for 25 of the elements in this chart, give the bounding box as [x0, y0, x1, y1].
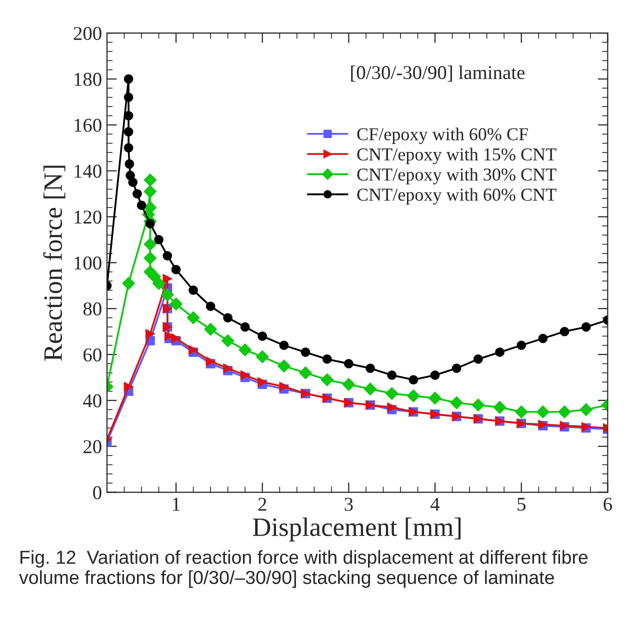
y-tick-label: 20: [84, 440, 102, 454]
legend-label: CNT/epoxy with 15% CNT: [357, 148, 556, 164]
y-tick-label: 0: [93, 486, 102, 500]
y-tick-label: 180: [74, 72, 102, 86]
legend-label: CNT/epoxy with 30% CNT: [357, 168, 556, 184]
x-tick-label: 2: [258, 498, 266, 511]
x-tick-label: 5: [518, 498, 526, 511]
y-tick-label: 80: [83, 302, 102, 316]
caption: Fig. 12 Variation of reaction force with displacement at different fibre volume fractions for [0/30/–30/90] stacking sequence of laminate: [19, 550, 588, 588]
annotation: [0/30/-30/90] laminate: [351, 66, 525, 82]
y-tick-label: 60: [84, 348, 102, 362]
x-tick-label: 4: [430, 498, 440, 511]
x-tick-label: 1: [172, 498, 180, 511]
y-tick-label: 120: [74, 210, 102, 224]
y-tick-label: 160: [74, 118, 102, 132]
y-tick-label: 100: [74, 256, 102, 270]
legend-label: CNT/epoxy with 60% CNT: [357, 188, 556, 205]
y-tick-label: 140: [74, 164, 102, 178]
y-tick-label: 40: [83, 394, 102, 408]
x-tick-label: 6: [604, 498, 612, 511]
legend-label: CF/epoxy with 60% CF: [357, 128, 528, 144]
x-axis-title: Displacement [mm]: [252, 518, 461, 542]
y-axis-title: Reaction force [N]: [43, 166, 66, 361]
y-tick-label: 200: [74, 26, 102, 40]
x-tick-label: 3: [344, 498, 353, 511]
